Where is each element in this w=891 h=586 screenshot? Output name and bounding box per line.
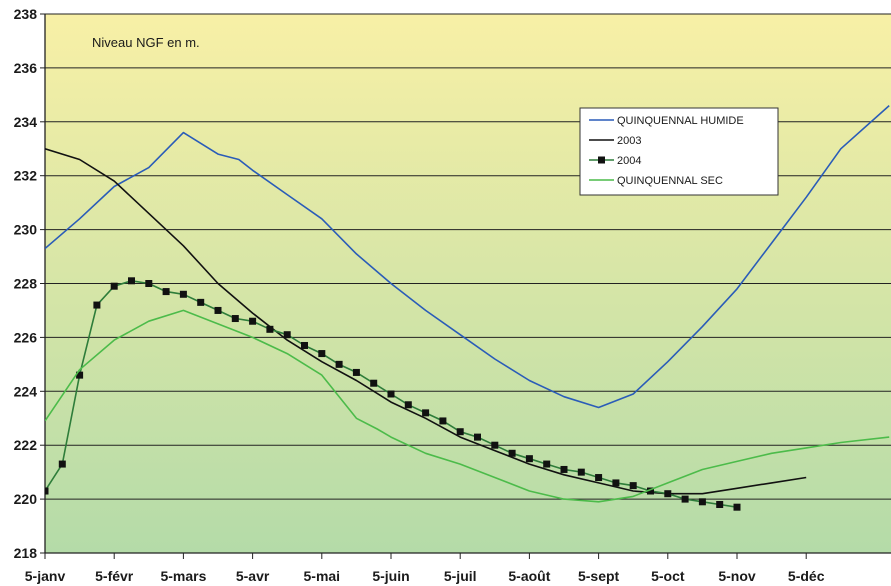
legend-marker (598, 156, 605, 164)
data-point (58, 460, 66, 468)
legend-label: QUINQUENNAL SEC (617, 175, 723, 187)
legend: QUINQUENNAL HUMIDE 2003 2004 QUINQUENNAL SE… (579, 107, 779, 196)
x-tick-label: 5-oct (651, 568, 685, 584)
legend-label: QUINQUENNAL HUMIDE (617, 115, 744, 127)
x-tick-label: 5-janv (25, 568, 66, 584)
data-point (231, 315, 239, 323)
data-point (214, 306, 222, 314)
data-point (266, 325, 274, 333)
data-point (162, 288, 170, 296)
unit-label: Niveau NGF en m. (92, 35, 200, 50)
series-line-quinquennal-sec (45, 309, 890, 503)
data-point (698, 498, 706, 506)
data-point (128, 277, 135, 285)
gridlines (45, 13, 891, 554)
y-tick-label: 222 (14, 437, 38, 453)
y-tick-label: 226 (14, 329, 38, 345)
x-tick-label: 5-sept (578, 568, 620, 584)
y-tick-label: 228 (14, 276, 38, 292)
series-line-quinquennal-humide (45, 105, 890, 409)
legend-label: 2003 (617, 135, 641, 147)
data-point (647, 487, 654, 495)
x-tick-label: 5-mai (304, 568, 341, 584)
data-point (508, 449, 516, 457)
legend-label: 2004 (617, 155, 641, 167)
x-tick-label: 5-août (508, 568, 550, 584)
data-point (370, 379, 378, 387)
data-point (93, 301, 101, 309)
data-point (422, 409, 430, 417)
series-layer (45, 105, 890, 511)
y-tick-label: 234 (14, 114, 38, 130)
data-point (595, 474, 603, 482)
y-axis-ticks: 218 220 222 224 226 228 230 232 234 236 238 (14, 6, 45, 561)
y-tick-label: 218 (14, 545, 38, 561)
data-point (525, 455, 533, 463)
data-point (716, 500, 724, 508)
data-point (456, 428, 464, 436)
x-tick-label: 5-juin (372, 568, 409, 584)
data-point (733, 503, 741, 511)
data-point (560, 465, 568, 473)
data-point (352, 368, 360, 376)
x-tick-label: 5-déc (788, 568, 825, 584)
data-point (577, 468, 585, 476)
data-point (197, 298, 205, 306)
data-point (474, 433, 481, 441)
y-tick-label: 232 (14, 168, 38, 184)
y-tick-label: 224 (14, 383, 38, 399)
series-line-2003 (45, 148, 807, 495)
data-point (179, 290, 187, 298)
data-point (491, 441, 499, 449)
x-axis-ticks: 5-janv 5-févr 5-mars 5-avr 5-mai 5-juin 5-juil… (25, 553, 825, 584)
data-point (249, 317, 257, 325)
y-tick-label: 220 (14, 491, 38, 507)
data-point (45, 487, 49, 495)
data-point (681, 495, 689, 503)
y-tick-label: 236 (14, 60, 38, 76)
x-tick-label: 5-avr (236, 568, 270, 584)
data-point (629, 482, 637, 490)
y-tick-label: 230 (14, 222, 38, 238)
data-point (404, 401, 412, 409)
x-tick-label: 5-juil (444, 568, 477, 584)
x-tick-label: 5-nov (718, 568, 756, 584)
data-point (543, 460, 551, 468)
data-point (301, 341, 308, 349)
data-point (664, 490, 672, 498)
x-tick-label: 5-févr (95, 568, 134, 584)
data-point (439, 417, 447, 425)
x-tick-label: 5-mars (160, 568, 206, 584)
data-point (387, 390, 395, 398)
data-point (110, 282, 118, 290)
data-point (335, 360, 343, 368)
data-point (318, 350, 326, 358)
data-point (76, 371, 84, 379)
data-point (145, 280, 153, 287)
y-tick-label: 238 (14, 6, 38, 22)
data-point (283, 331, 291, 339)
data-point (612, 479, 620, 487)
